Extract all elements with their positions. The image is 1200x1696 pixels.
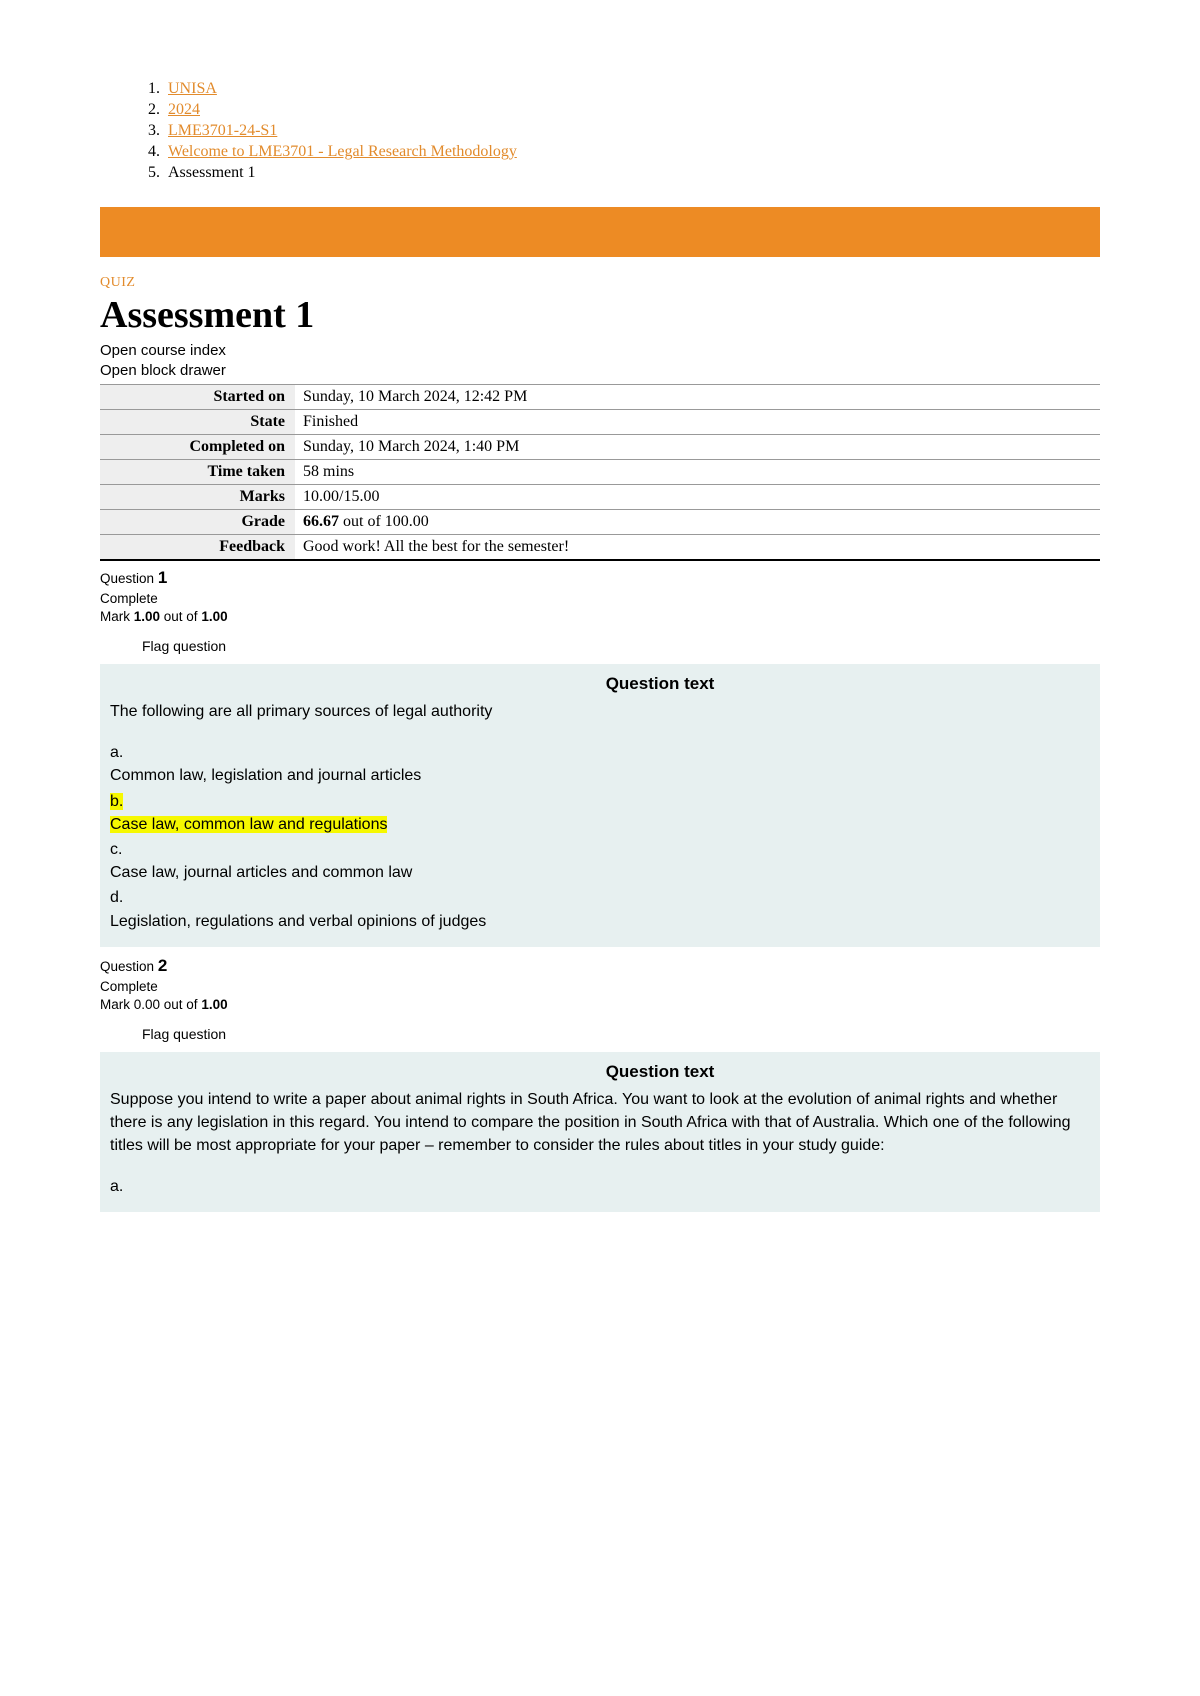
option-d: d. Legislation, regulations and verbal o… (110, 886, 1090, 932)
breadcrumb-item: 2024 (160, 101, 1100, 119)
question-status: Complete (100, 591, 158, 606)
breadcrumb-item: Welcome to LME3701 - Legal Research Meth… (160, 143, 1100, 161)
flag-question-link[interactable]: Flag question (142, 638, 1100, 654)
row-label: Completed on (100, 435, 295, 460)
mark-earned: 1.00 (134, 609, 160, 624)
breadcrumb-item: UNISA (160, 80, 1100, 98)
row-value: 10.00/15.00 (295, 485, 1100, 510)
table-row: Marks 10.00/15.00 (100, 485, 1100, 510)
row-label: Marks (100, 485, 295, 510)
option-letter: a. (110, 741, 1090, 764)
question-prompt: Suppose you intend to write a paper abou… (110, 1088, 1090, 1158)
table-row: Time taken 58 mins (100, 460, 1100, 485)
table-row: Completed on Sunday, 10 March 2024, 1:40… (100, 435, 1100, 460)
question-label: Question (100, 959, 154, 974)
breadcrumb-link-course[interactable]: LME3701-24-S1 (168, 122, 277, 139)
option-letter: d. (110, 886, 1090, 909)
question-status: Complete (100, 979, 158, 994)
option-letter: b. (110, 790, 1090, 813)
question-1-header: Question 1 Complete Mark 1.00 out of 1.0… (100, 567, 1100, 626)
question-2-header: Question 2 Complete Mark 0.00 out of 1.0… (100, 955, 1100, 1014)
row-value: 58 mins (295, 460, 1100, 485)
option-a: a. (110, 1175, 1090, 1198)
breadcrumb-current: Assessment 1 (160, 164, 1100, 182)
breadcrumb-link-unisa[interactable]: UNISA (168, 80, 217, 97)
row-label: Started on (100, 385, 295, 410)
question-number: 2 (158, 956, 167, 975)
option-letter: a. (110, 1175, 1090, 1198)
table-row: State Finished (100, 410, 1100, 435)
question-prompt: The following are all primary sources of… (110, 700, 1090, 723)
row-value: Sunday, 10 March 2024, 1:40 PM (295, 435, 1100, 460)
question-number: 1 (158, 568, 167, 587)
quiz-label: QUIZ (100, 275, 1100, 291)
breadcrumb-item: LME3701-24-S1 (160, 122, 1100, 140)
row-value: 66.67 out of 100.00 (295, 510, 1100, 535)
row-label: State (100, 410, 295, 435)
table-row: Grade 66.67 out of 100.00 (100, 510, 1100, 535)
option-b: b. Case law, common law and regulations (110, 790, 1090, 836)
question-2-body: Question text Suppose you intend to writ… (100, 1052, 1100, 1212)
question-1-body: Question text The following are all prim… (100, 664, 1100, 946)
option-a: a. Common law, legislation and journal a… (110, 741, 1090, 787)
mark-total: 1.00 (201, 997, 227, 1012)
option-text: Common law, legislation and journal arti… (110, 767, 421, 784)
row-label: Time taken (100, 460, 295, 485)
option-text: Legislation, regulations and verbal opin… (110, 913, 486, 930)
highlighted-text: b. (110, 793, 123, 810)
table-row: Feedback Good work! All the best for the… (100, 535, 1100, 561)
mark-prefix: Mark (100, 997, 134, 1012)
open-course-index-link[interactable]: Open course index (100, 341, 1100, 361)
question-text-heading: Question text (110, 1060, 1090, 1085)
row-label: Grade (100, 510, 295, 535)
row-label: Feedback (100, 535, 295, 561)
flag-question-link[interactable]: Flag question (142, 1026, 1100, 1042)
page-title: Assessment 1 (100, 293, 1100, 337)
option-c: c. Case law, journal articles and common… (110, 838, 1090, 884)
grade-value: 66.67 (303, 513, 339, 530)
breadcrumb-link-welcome[interactable]: Welcome to LME3701 - Legal Research Meth… (168, 143, 517, 160)
breadcrumb: UNISA 2024 LME3701-24-S1 Welcome to LME3… (160, 80, 1100, 182)
table-row: Started on Sunday, 10 March 2024, 12:42 … (100, 385, 1100, 410)
highlighted-option-text: Case law, common law and regulations (110, 816, 387, 833)
mark-mid: out of (160, 997, 201, 1012)
row-value: Finished (295, 410, 1100, 435)
question-label: Question (100, 571, 154, 586)
option-text: Case law, journal articles and common la… (110, 864, 412, 881)
open-block-drawer-link[interactable]: Open block drawer (100, 361, 1100, 381)
mark-earned: 0.00 (134, 997, 160, 1012)
attempt-summary-table: Started on Sunday, 10 March 2024, 12:42 … (100, 384, 1100, 561)
mark-total: 1.00 (201, 609, 227, 624)
question-text-heading: Question text (110, 672, 1090, 697)
option-letter: c. (110, 838, 1090, 861)
row-value: Sunday, 10 March 2024, 12:42 PM (295, 385, 1100, 410)
mark-prefix: Mark (100, 609, 134, 624)
grade-suffix: out of 100.00 (339, 513, 429, 530)
header-bar (100, 207, 1100, 257)
breadcrumb-link-year[interactable]: 2024 (168, 101, 200, 118)
mark-mid: out of (160, 609, 201, 624)
row-value: Good work! All the best for the semester… (295, 535, 1100, 561)
